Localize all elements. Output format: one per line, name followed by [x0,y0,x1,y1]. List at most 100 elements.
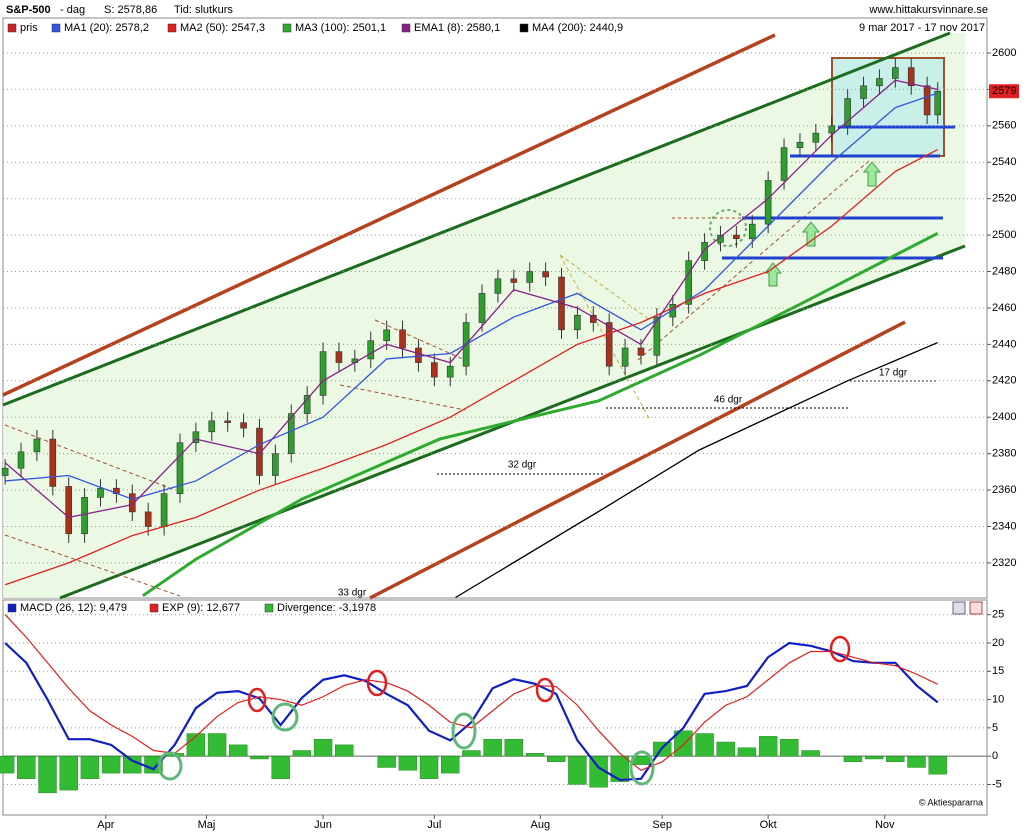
macd-panel [2,599,988,816]
candle-body [542,271,549,278]
dashed-line [4,534,181,597]
candle-body [478,293,486,323]
signal-circle [157,751,183,781]
dashed-line [559,254,651,321]
divergence-bar [313,738,333,757]
candle-body [160,493,168,527]
candle-body [97,487,104,498]
y-tick-label: 5 [992,722,998,734]
divergence-bar [525,753,545,757]
y-tick-label: 2420 [992,375,1016,387]
x-tick-label: Maj [198,819,216,831]
divergence-bar [928,755,947,775]
y-tick-label: 2360 [992,484,1016,496]
trend-line [369,320,906,600]
divergence-bar [335,744,354,757]
candle-body [605,322,613,367]
divergence-bar [843,755,863,763]
divergence-bar [80,755,100,779]
candle-body [415,347,422,363]
candle-body [796,141,804,148]
y-tick-label: 10 [992,693,1004,705]
candle-body [65,486,73,535]
candle-body [844,98,851,127]
y-tick-label: 2340 [992,520,1016,532]
candle-body [526,271,534,283]
candle-body [256,427,263,476]
time-label: Tid: slutkurs [174,4,233,16]
signal-circle [629,750,655,786]
close-icon[interactable] [969,601,983,615]
divergence-bar [207,733,227,757]
candle-body [892,67,899,79]
series-line [5,92,938,500]
legend-swatch [519,23,529,33]
candle-body [923,85,931,116]
series-line [4,79,938,519]
drawing-layer [2,17,988,816]
divergence-bar [292,750,312,757]
date-range: 9 mar 2017 - 17 nov 2017 [859,22,985,34]
candle-body [240,422,247,429]
legend-label: MA3 (100): 2501,1 [295,22,386,34]
y-tick-label: 20 [992,637,1004,649]
y-tick-label: 2380 [992,448,1016,460]
source: www.hittakursvinnare.se [868,4,988,16]
zoom-icon[interactable] [952,601,966,615]
y-tick-label: 0 [992,750,998,762]
candle-body [876,78,883,87]
annotation: 33 dgr [338,588,367,599]
candle-body [335,351,343,363]
y-tick-label: -5 [992,778,1002,790]
candle-body [764,180,772,225]
copyright: © Aktiespararna [919,797,983,807]
candle-body [208,420,216,433]
y-tick-label: 2460 [992,302,1016,314]
x-tick-label: Okt [760,819,777,831]
x-tick-label: Sep [652,819,672,831]
candle-body [685,260,692,305]
signal-circle [451,712,477,750]
candle-body [828,125,836,134]
annotation: 32 dgr [508,460,537,471]
divergence-bar [271,755,290,779]
candle-body [637,347,645,356]
divergence-bar [38,755,57,794]
divergence-bar [695,733,714,757]
legend-label: pris [20,22,38,34]
legend-swatch [401,23,411,33]
signal-circle [271,702,299,732]
candle-body [33,438,41,453]
candle-body [303,395,311,414]
candle-body [510,278,518,283]
candle-body [319,351,327,396]
candle-body [49,438,57,487]
legend-label: MA1 (20): 2578,2 [64,22,149,34]
close-label: S: 2578,86 [104,4,157,16]
candle-body [176,442,184,494]
candle-body [812,132,820,143]
divergence-bar [462,750,481,757]
series-line [142,231,939,597]
divergence-bar [101,755,121,774]
divergence-bar [801,750,820,757]
legend-swatch [282,23,292,33]
y-tick-label: 2480 [992,265,1016,277]
divergence-bar [483,738,502,757]
up-arrow [862,161,882,187]
divergence-bar [419,755,439,779]
trend-line [2,31,951,407]
candle-body [907,67,915,87]
signal-circle [366,669,388,697]
annotation: 46 dgr [714,395,743,406]
candle-body [224,420,231,423]
marker-circle [709,209,747,247]
candle-body [192,431,200,444]
x-tick-label: Nov [875,819,895,831]
up-arrow [801,221,821,247]
candle-body [383,329,390,342]
legend-label: EXP (9): 12,677 [162,602,240,614]
dashed-line [4,424,176,491]
